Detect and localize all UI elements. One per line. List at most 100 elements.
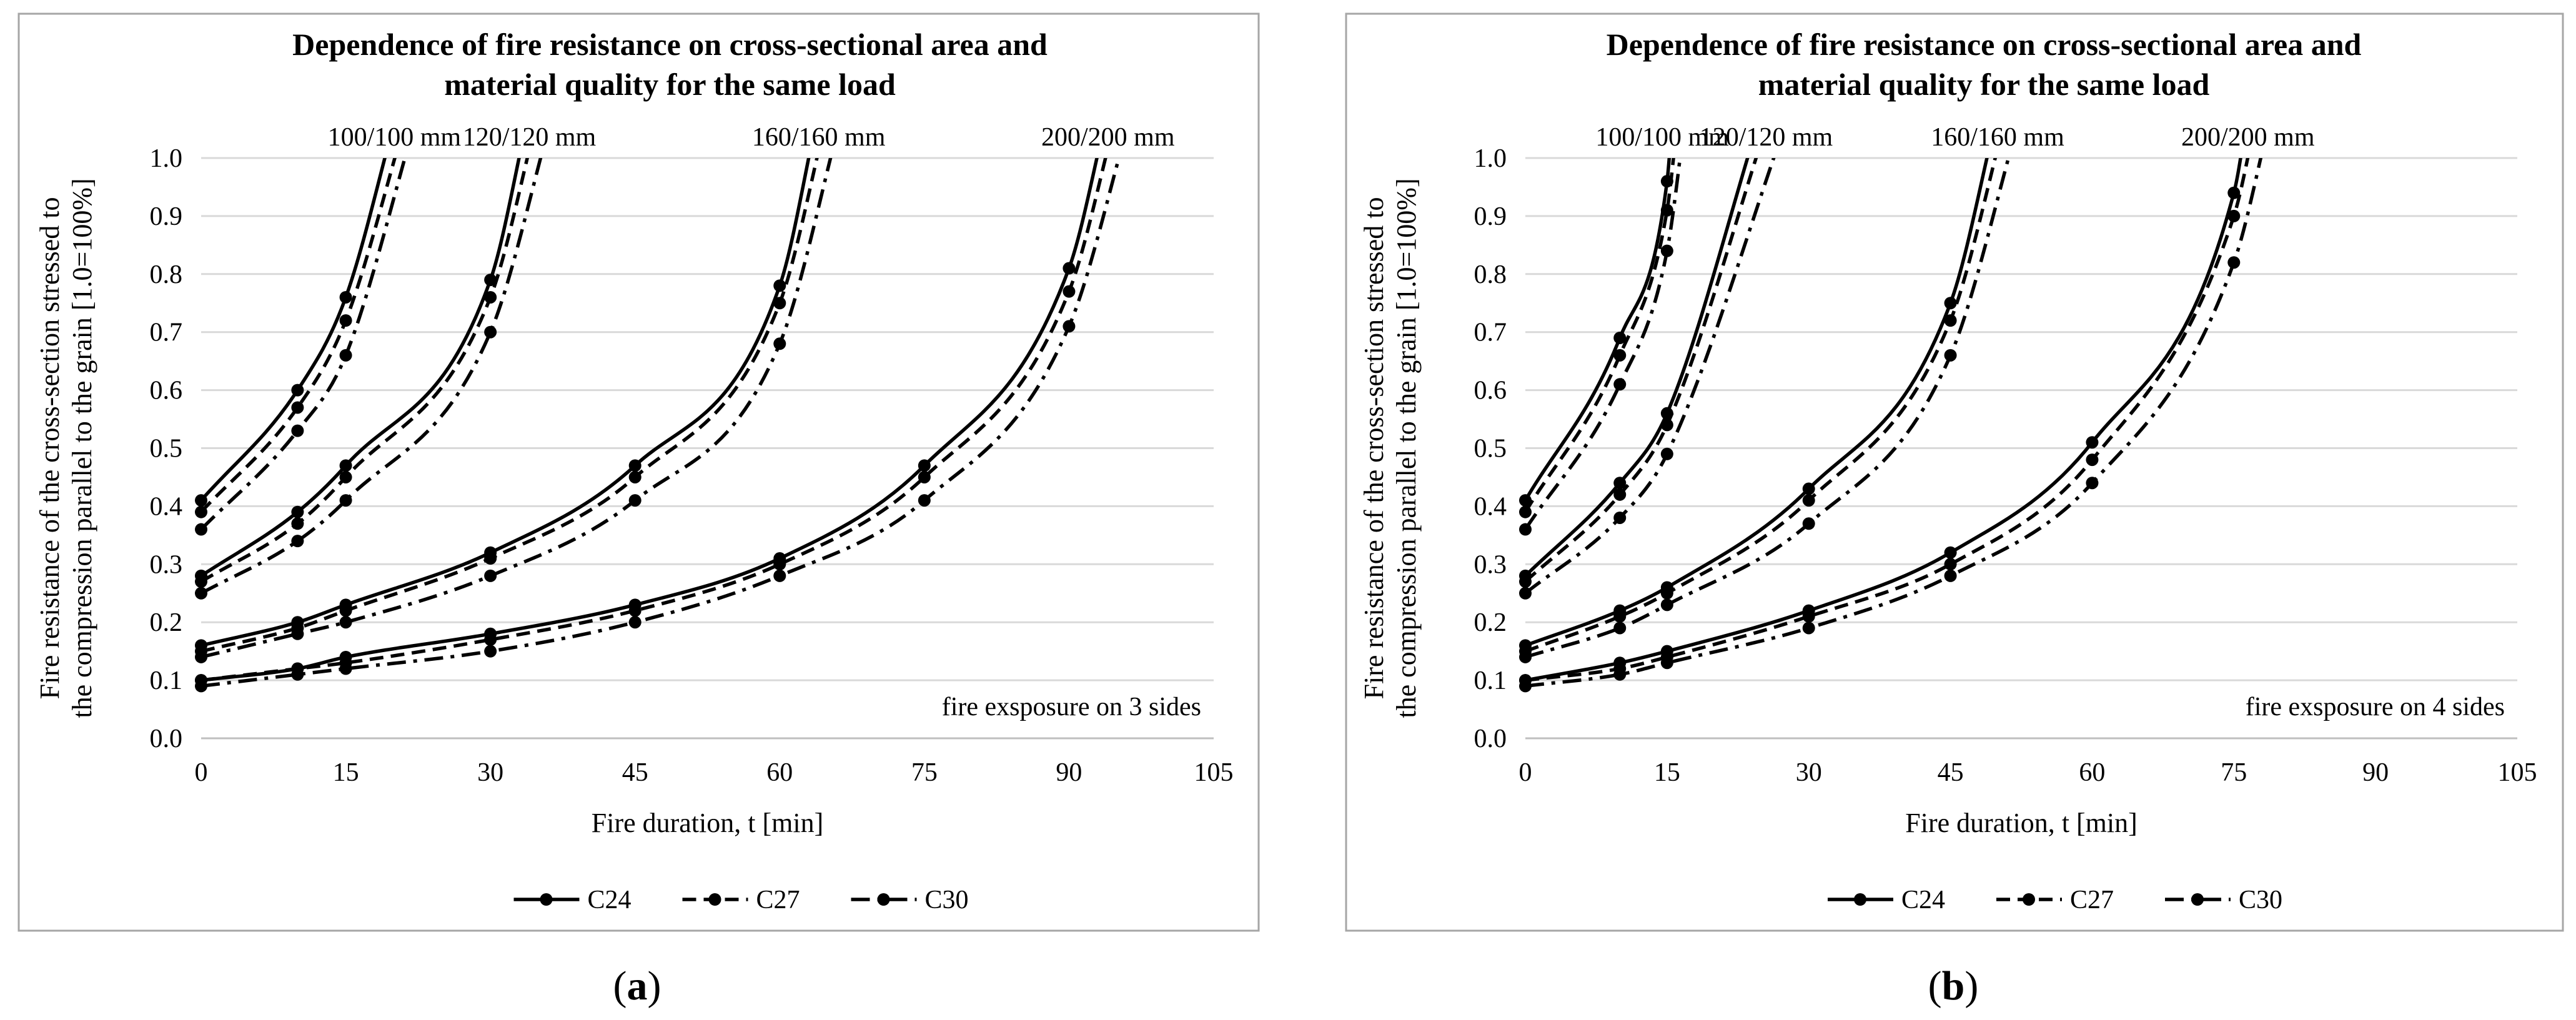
- series-line-c30: [200, 158, 543, 595]
- data-point-c30: [291, 627, 304, 640]
- data-point-c24: [339, 459, 352, 472]
- legend-marker-c27: [2023, 893, 2035, 906]
- y-tick-label: 0.0: [1474, 725, 1507, 753]
- y-tick-label: 0.1: [1474, 666, 1507, 695]
- x-tick-label: 30: [1796, 758, 1822, 787]
- panel-b-chart: Dependence of fire resistance on cross-s…: [1345, 12, 2564, 1009]
- panel-a-chart: Dependence of fire resistance on cross-s…: [17, 12, 1260, 1009]
- y-tick-label: 0.6: [1474, 377, 1507, 405]
- x-tick-label: 45: [622, 758, 648, 787]
- data-point-c30: [291, 668, 304, 681]
- x-tick-label: 45: [1938, 758, 1964, 787]
- y-axis-title-line: Fire resistance of the cross-section str…: [34, 197, 65, 700]
- section-group: [1519, 158, 1776, 600]
- panel-frame: [1345, 12, 2564, 932]
- section-group: [1519, 158, 2011, 663]
- y-tick-label: 0.3: [1474, 550, 1507, 579]
- legend-label: C30: [925, 886, 969, 914]
- series-line-c30: [201, 158, 833, 659]
- data-point-c30: [1519, 523, 1532, 536]
- y-tick-label: 0.5: [1474, 435, 1507, 463]
- x-tick-label: 75: [2221, 758, 2247, 787]
- exposure-note: fire exsposure on 3 sides: [942, 693, 1201, 721]
- data-point-c30: [1519, 650, 1532, 663]
- x-tick-label: 15: [333, 758, 359, 787]
- series-line-c27: [199, 158, 397, 513]
- data-point-c30: [1944, 569, 1957, 582]
- series-line-c24: [200, 158, 521, 578]
- y-tick-label: 0.3: [150, 550, 183, 579]
- data-point-c30: [2086, 477, 2099, 490]
- y-tick-label: 0.0: [150, 725, 183, 753]
- legend-marker-c30: [877, 893, 890, 906]
- data-point-c30: [484, 569, 497, 582]
- section-group: [1519, 158, 2263, 693]
- data-point-c30: [339, 662, 352, 675]
- series-line-c24: [1523, 158, 1672, 502]
- x-tick-label: 0: [1519, 758, 1532, 787]
- data-point-c30: [1802, 517, 1815, 530]
- chart-title-line: Dependence of fire resistance on cross-s…: [292, 27, 1048, 62]
- chart-title-line: material quality for the same load: [444, 67, 896, 102]
- y-tick-label: 0.7: [150, 319, 183, 347]
- data-point-c27: [1660, 204, 1673, 217]
- data-point-c24: [195, 494, 207, 507]
- series-line-c30: [201, 158, 1121, 688]
- data-point-c24: [1519, 494, 1532, 507]
- panel-caption-letter: b: [1942, 963, 1965, 1009]
- data-point-c27: [1063, 285, 1076, 298]
- y-tick-label: 0.2: [1474, 608, 1507, 637]
- data-point-c24: [1944, 546, 1957, 559]
- data-point-c27: [1802, 610, 1815, 623]
- data-point-c30: [1519, 587, 1532, 600]
- y-tick-label: 0.5: [150, 435, 183, 463]
- series-line-c24: [1524, 158, 1750, 577]
- y-axis-title-line: the compression parallel to the grain [1…: [1391, 178, 1422, 718]
- data-point-c27: [1613, 610, 1627, 623]
- data-point-c24: [1802, 482, 1815, 495]
- y-tick-label: 1.0: [1474, 144, 1507, 173]
- series-line-c30: [1523, 158, 1682, 531]
- data-point-c27: [1802, 494, 1815, 507]
- data-point-c27: [1519, 575, 1532, 588]
- legend-marker-c27: [708, 893, 721, 906]
- data-point-c27: [291, 401, 304, 414]
- data-point-c30: [195, 680, 207, 693]
- legend-label: C24: [588, 886, 632, 914]
- section-label: 120/120 mm: [1700, 123, 1833, 152]
- y-tick-label: 0.9: [150, 202, 183, 231]
- x-tick-label: 0: [195, 758, 208, 787]
- legend-marker-c24: [1854, 893, 1866, 906]
- section-label: 160/160 mm: [1931, 123, 2064, 152]
- series-line-c27: [201, 158, 819, 653]
- x-tick-label: 90: [2362, 758, 2389, 787]
- data-point-c30: [1613, 511, 1627, 524]
- data-point-c27: [773, 297, 786, 310]
- x-tick-label: 60: [2079, 758, 2105, 787]
- section-label: 100/100 mm: [1595, 123, 1729, 152]
- x-tick-label: 75: [911, 758, 938, 787]
- panel-caption-letter: a: [627, 963, 648, 1009]
- data-point-c27: [484, 290, 497, 304]
- data-point-c24: [2086, 436, 2099, 449]
- data-point-c27: [291, 517, 304, 530]
- x-tick-label: 90: [1056, 758, 1082, 787]
- data-point-c27: [918, 470, 931, 483]
- data-point-c27: [2086, 453, 2099, 467]
- data-point-c30: [339, 349, 352, 362]
- series-line-c27: [201, 158, 1107, 682]
- series-line-c30: [200, 158, 407, 531]
- y-tick-label: 0.6: [150, 377, 183, 405]
- section-label: 160/160 mm: [752, 123, 886, 152]
- data-point-c27: [339, 470, 352, 483]
- data-point-c27: [484, 552, 497, 565]
- section-label: 100/100 mm: [328, 123, 462, 152]
- chart-title-line: material quality for the same load: [1758, 67, 2210, 102]
- data-point-c30: [484, 645, 497, 658]
- series-line-c27: [1525, 158, 1998, 653]
- y-tick-label: 1.0: [150, 144, 183, 173]
- x-tick-label: 15: [1654, 758, 1680, 787]
- data-point-c24: [1613, 331, 1627, 344]
- data-point-c24: [1063, 262, 1076, 275]
